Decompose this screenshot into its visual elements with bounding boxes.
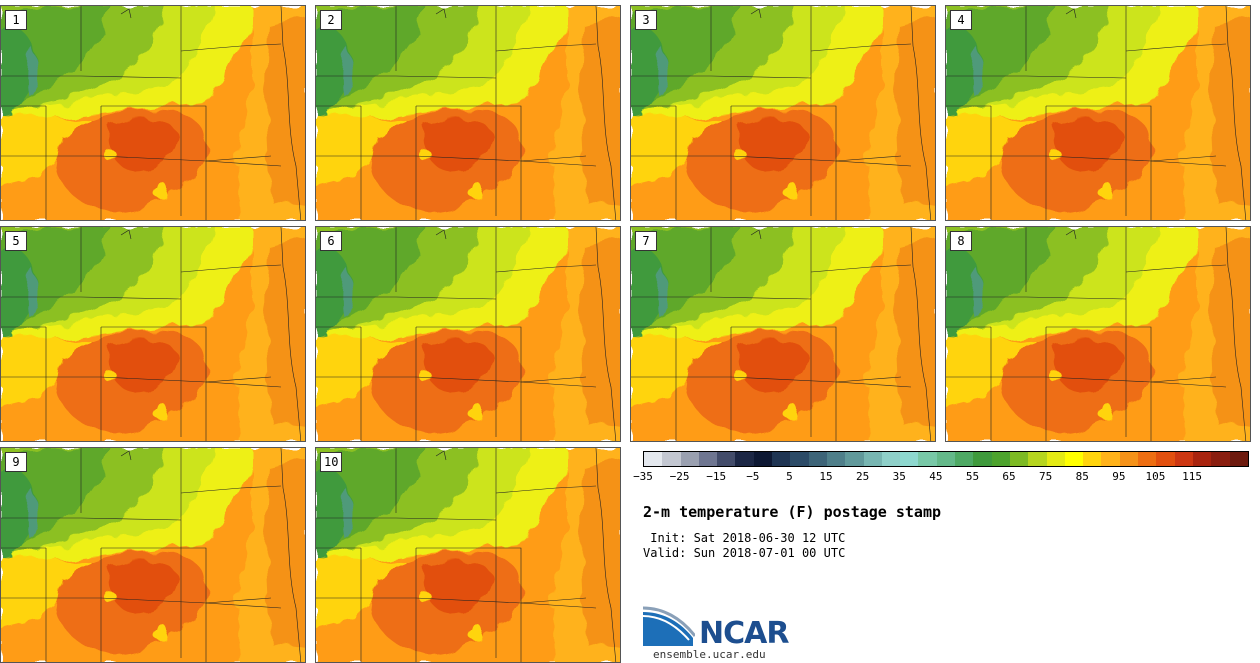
colorbar-segment <box>1009 452 1029 466</box>
colorbar-tick-label: 5 <box>786 470 793 483</box>
colorbar-tick-label: −25 <box>669 470 690 483</box>
colorbar-tick-label: −5 <box>746 470 760 483</box>
colorbar-segment <box>735 452 754 466</box>
colorbar-tick-label: 55 <box>965 470 980 483</box>
ncar-wordmark: NCAR <box>699 616 789 651</box>
map-panel-1: 1 <box>0 5 306 221</box>
colorbar-tick-label: 75 <box>1039 470 1053 483</box>
panel-label: 8 <box>950 231 972 251</box>
colorbar-segment <box>1174 452 1193 466</box>
panel-label: 4 <box>950 10 972 30</box>
panel-label: 5 <box>5 231 27 251</box>
panel-label: 6 <box>320 231 342 251</box>
map-panel-5: 5 <box>0 226 306 442</box>
ensemble-url[interactable]: ensemble.ucar.edu <box>653 648 766 661</box>
colorbar-tick-label: −15 <box>706 470 727 483</box>
ncar-logo[interactable]: NCAR ensemble.ucar.edu <box>643 606 793 662</box>
colorbar-segment <box>955 452 974 466</box>
colorbar-tick-label: −35 <box>633 470 653 483</box>
ncar-swoosh-icon <box>643 606 695 646</box>
colorbar-segment <box>918 452 937 466</box>
map-panel-9: 9 <box>0 447 306 663</box>
map-panel-2: 2 <box>315 5 621 221</box>
temperature-colorbar <box>643 451 1249 467</box>
colorbar-segment <box>900 452 919 466</box>
colorbar-tick-label: 15 <box>819 470 833 483</box>
map-panel-8: 8 <box>945 226 1251 442</box>
colorbar-segment <box>1083 452 1102 466</box>
colorbar-tick-label: 85 <box>1075 470 1089 483</box>
panel-label: 3 <box>635 10 657 30</box>
map-panel-4: 4 <box>945 5 1251 221</box>
colorbar-segment <box>826 452 846 466</box>
colorbar-segment <box>1211 452 1230 466</box>
map-panel-6: 6 <box>315 226 621 442</box>
colorbar-segment <box>662 452 681 466</box>
colorbar-segment <box>1192 452 1212 466</box>
map-panel-7: 7 <box>630 226 936 442</box>
colorbar-segment <box>936 452 956 466</box>
colorbar-segment <box>991 452 1010 466</box>
colorbar-tick-label: 35 <box>892 470 906 483</box>
valid-time: Valid: Sun 2018-07-01 00 UTC <box>643 546 846 560</box>
colorbar-segment <box>1156 452 1175 466</box>
colorbar-tick-label: 45 <box>929 470 943 483</box>
colorbar-segment <box>1229 452 1248 466</box>
colorbar-segment <box>680 452 699 466</box>
panel-label: 7 <box>635 231 657 251</box>
colorbar-segment <box>1101 452 1120 466</box>
colorbar-ticks: −35 −25 −15 −5 5 15 25 35 45 55 65 75 85 95 105 115 <box>633 470 1249 484</box>
panel-label: 10 <box>320 452 343 472</box>
init-time: Init: Sat 2018-06-30 12 UTC <box>643 531 846 545</box>
colorbar-segment <box>644 452 663 466</box>
colorbar-tick-label: 115 <box>1182 470 1203 483</box>
colorbar-segment <box>881 452 901 466</box>
colorbar-segment <box>1119 452 1139 466</box>
colorbar-tick-label: 65 <box>1002 470 1016 483</box>
colorbar-segment <box>1028 452 1047 466</box>
colorbar-tick-label: 95 <box>1112 470 1126 483</box>
colorbar-segment <box>698 452 718 466</box>
colorbar-segment <box>1046 452 1065 466</box>
colorbar-segment <box>1064 452 1084 466</box>
colorbar-segment <box>1138 452 1157 466</box>
colorbar-segment <box>863 452 882 466</box>
colorbar-tick-label: 25 <box>856 470 870 483</box>
map-panel-10: 10 <box>315 447 621 663</box>
colorbar-segment <box>808 452 827 466</box>
panel-label: 1 <box>5 10 27 30</box>
panel-label: 9 <box>5 452 27 472</box>
panel-label: 2 <box>320 10 342 30</box>
plot-title: 2-m temperature (F) postage stamp <box>643 503 942 521</box>
colorbar-segment <box>790 452 809 466</box>
colorbar-segment <box>845 452 864 466</box>
colorbar-segment <box>973 452 992 466</box>
colorbar-tick-label: 105 <box>1145 470 1166 483</box>
colorbar-segment <box>753 452 773 466</box>
map-panel-3: 3 <box>630 5 936 221</box>
colorbar-segment <box>717 452 736 466</box>
colorbar-segment <box>772 452 791 466</box>
